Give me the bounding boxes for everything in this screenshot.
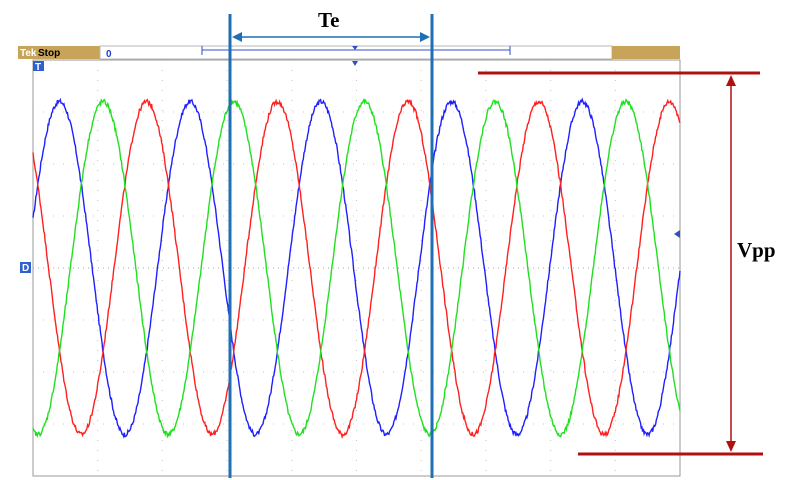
ground-marker-label: D <box>22 263 29 274</box>
waveform-traces <box>32 97 681 440</box>
period-arrow-head-right <box>420 32 430 42</box>
period-label: Te <box>318 8 339 32</box>
waveform-series-1 <box>32 98 681 440</box>
amplitude-arrow-head-bottom <box>726 441 736 452</box>
period-arrow-head-left <box>232 32 242 42</box>
trigger-marker-box <box>33 61 44 71</box>
trigger-position-marker <box>352 61 358 66</box>
scope-top-bar-right <box>612 46 680 59</box>
amplitude-arrow-head-top <box>726 75 736 86</box>
trigger-position-marker-top <box>352 46 358 50</box>
scope-top-bar-left <box>18 46 100 59</box>
scope-screen <box>32 59 681 477</box>
waveform-series-0 <box>32 97 681 439</box>
amplitude-annotation: Vpp <box>478 71 776 456</box>
scope-screen-border <box>32 59 681 477</box>
period-annotation: Te <box>228 8 434 478</box>
ground-marker-box <box>20 262 31 273</box>
trigger-marker: T <box>33 61 44 73</box>
trigger-marker-label: T <box>35 62 41 73</box>
waveform-series-2 <box>32 98 681 439</box>
scope-position-readout: 0 <box>106 49 112 60</box>
amplitude-label: Vpp <box>737 238 776 262</box>
scope-brand: Tek <box>20 48 37 59</box>
scope-top-bar: Tek Stop 0 <box>18 45 680 60</box>
scope-status: Stop <box>38 48 60 59</box>
ground-marker: D <box>20 262 31 274</box>
trigger-level-arrow <box>674 230 680 238</box>
